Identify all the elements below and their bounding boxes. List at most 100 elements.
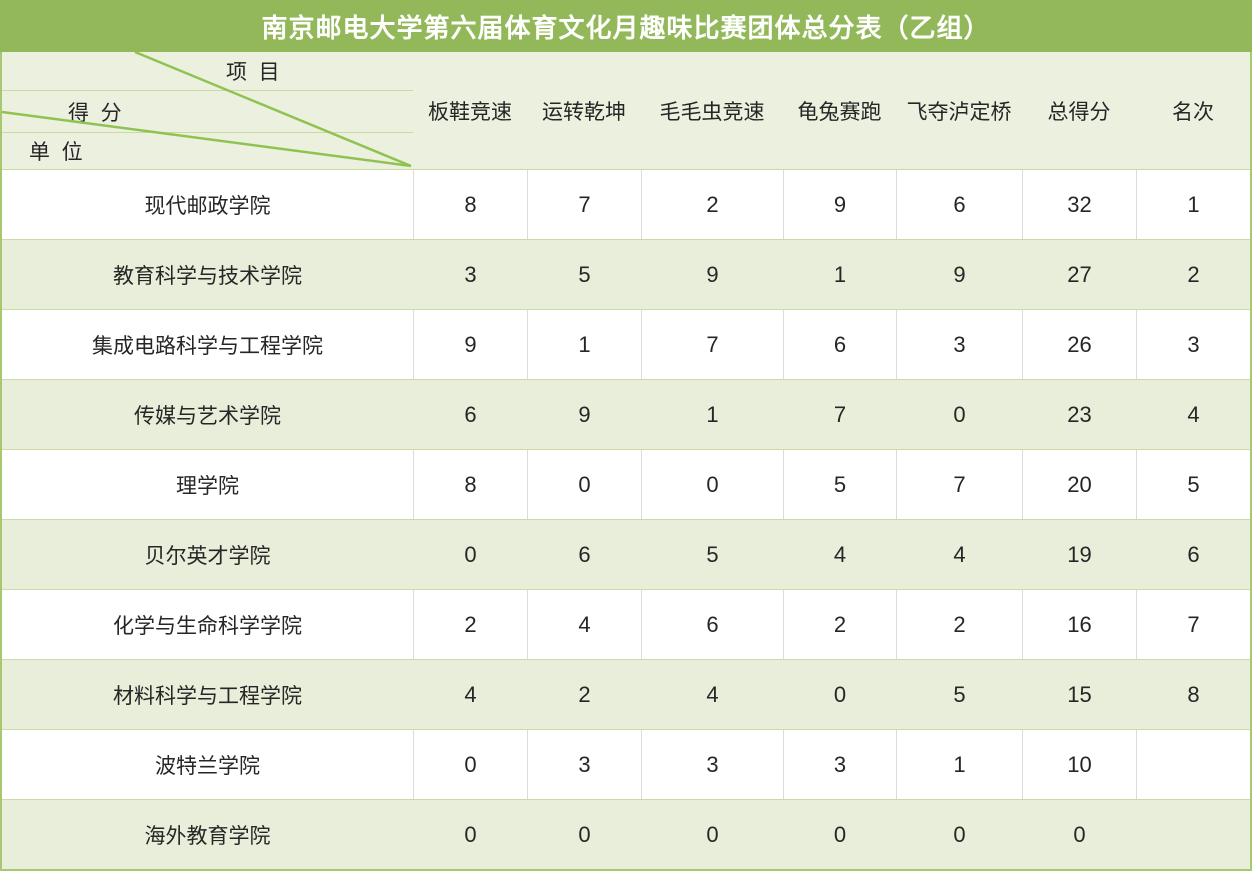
score-cell: 0 xyxy=(527,450,641,519)
column-header: 总得分 xyxy=(1047,100,1111,124)
rank-cell: 1 xyxy=(1136,170,1250,239)
total-cell: 15 xyxy=(1067,681,1092,707)
score-cell: 9 xyxy=(706,261,719,287)
table-row: 集成电路科学与工程学院 9 1 7 6 3 26 3 xyxy=(2,310,1250,380)
score-table: 项 目 得 分 单 位 板鞋竞速 运转乾坤 毛毛虫竞速 龟兔赛跑 飞夺泸定桥 总得分 名次 … xyxy=(0,52,1252,871)
score-cell: 6 xyxy=(578,541,591,567)
rank-cell xyxy=(1136,730,1250,799)
column-headers: 板鞋竞速 运转乾坤 毛毛虫竞速 龟兔赛跑 飞夺泸定桥 总得分 名次 xyxy=(413,52,1250,169)
score-cell: 5 xyxy=(953,681,966,707)
score-cell: 7 xyxy=(896,450,1022,519)
corner-label-unit-text: 单 位 xyxy=(29,141,83,164)
score-cell: 9 xyxy=(783,170,896,239)
score-cell: 0 xyxy=(413,730,527,799)
score-cell: 4 xyxy=(953,541,966,567)
table-row: 理学院 8 0 0 5 7 20 5 xyxy=(2,450,1250,520)
score-cell: 3 xyxy=(527,730,641,799)
score-cell: 1 xyxy=(896,730,1022,799)
header-corner-cell: 项 目 得 分 单 位 xyxy=(2,52,413,169)
score-cell: 0 xyxy=(833,681,847,707)
rank-cell: 2 xyxy=(1187,261,1200,287)
column-header: 运转乾坤 xyxy=(542,100,626,124)
corner-label-score: 得 分 xyxy=(2,91,413,133)
score-cell: 7 xyxy=(527,170,641,239)
score-cell: 0 xyxy=(833,821,847,847)
unit-cell: 波特兰学院 xyxy=(155,754,260,778)
score-cell: 4 xyxy=(464,681,477,707)
unit-cell: 现代邮政学院 xyxy=(144,194,271,218)
corner-label-projects-text: 项 目 xyxy=(226,61,280,84)
table-header-row: 项 目 得 分 单 位 板鞋竞速 运转乾坤 毛毛虫竞速 龟兔赛跑 飞夺泸定桥 总得分 名次 xyxy=(2,52,1250,170)
table-row: 传媒与艺术学院 6 9 1 7 0 23 4 xyxy=(2,380,1250,450)
table-row: 教育科学与技术学院 3 5 9 1 9 27 2 xyxy=(2,240,1250,310)
score-cell: 5 xyxy=(783,450,896,519)
corner-label-score-text: 得 分 xyxy=(68,101,122,125)
score-cell: 2 xyxy=(896,590,1022,659)
score-cell: 2 xyxy=(783,590,896,659)
score-cell: 1 xyxy=(833,261,847,287)
table-row: 海外教育学院 0 0 0 0 0 0 xyxy=(2,800,1250,869)
score-cell: 8 xyxy=(413,450,527,519)
rank-cell: 8 xyxy=(1187,681,1200,707)
score-cell: 7 xyxy=(641,310,783,379)
rank-cell xyxy=(1136,800,1250,869)
score-cell: 4 xyxy=(706,681,719,707)
total-cell: 32 xyxy=(1022,170,1136,239)
score-cell: 0 xyxy=(706,821,719,847)
table-row: 材料科学与工程学院 4 2 4 0 5 15 8 xyxy=(2,660,1250,730)
unit-cell: 化学与生命科学学院 xyxy=(113,614,302,638)
corner-label-unit: 单 位 xyxy=(2,133,413,169)
score-cell: 9 xyxy=(413,310,527,379)
score-cell: 4 xyxy=(833,541,847,567)
unit-cell: 贝尔英才学院 xyxy=(144,544,271,568)
total-cell: 27 xyxy=(1067,261,1092,287)
score-cell: 9 xyxy=(578,401,591,427)
unit-cell: 传媒与艺术学院 xyxy=(134,404,281,428)
score-cell: 0 xyxy=(641,450,783,519)
column-header: 板鞋竞速 xyxy=(428,100,512,124)
page-title: 南京邮电大学第六届体育文化月趣味比赛团体总分表（乙组） xyxy=(0,0,1252,52)
score-cell: 6 xyxy=(641,590,783,659)
total-cell: 23 xyxy=(1067,401,1092,427)
score-cell: 5 xyxy=(706,541,719,567)
table-row: 贝尔英才学院 0 6 5 4 4 19 6 xyxy=(2,520,1250,590)
score-cell: 1 xyxy=(527,310,641,379)
score-cell: 2 xyxy=(641,170,783,239)
score-cell: 0 xyxy=(464,541,477,567)
rank-cell: 5 xyxy=(1136,450,1250,519)
rank-cell: 4 xyxy=(1187,401,1200,427)
score-cell: 7 xyxy=(833,401,847,427)
unit-cell: 理学院 xyxy=(176,474,239,498)
table-row: 现代邮政学院 8 7 2 9 6 32 1 xyxy=(2,170,1250,240)
column-header: 龟兔赛跑 xyxy=(797,100,882,124)
rank-cell: 7 xyxy=(1136,590,1250,659)
score-cell: 9 xyxy=(953,261,966,287)
column-header: 名次 xyxy=(1172,100,1214,124)
score-cell: 2 xyxy=(578,681,591,707)
total-cell: 10 xyxy=(1022,730,1136,799)
score-cell: 3 xyxy=(641,730,783,799)
total-cell: 0 xyxy=(1073,821,1086,847)
unit-cell: 材料科学与工程学院 xyxy=(113,684,302,708)
rank-cell: 6 xyxy=(1187,541,1200,567)
column-header: 毛毛虫竞速 xyxy=(659,100,765,124)
score-cell: 6 xyxy=(464,401,477,427)
rank-cell: 3 xyxy=(1136,310,1250,379)
score-cell: 3 xyxy=(896,310,1022,379)
score-cell: 0 xyxy=(578,821,591,847)
score-cell: 0 xyxy=(464,821,477,847)
score-cell: 1 xyxy=(706,401,719,427)
score-cell: 5 xyxy=(578,261,591,287)
corner-label-projects: 项 目 xyxy=(2,52,413,91)
total-cell: 20 xyxy=(1022,450,1136,519)
unit-cell: 海外教育学院 xyxy=(144,824,271,848)
table-row: 波特兰学院 0 3 3 3 1 10 xyxy=(2,730,1250,800)
column-header: 飞夺泸定桥 xyxy=(906,100,1012,124)
total-cell: 26 xyxy=(1022,310,1136,379)
score-cell: 3 xyxy=(783,730,896,799)
score-cell: 6 xyxy=(783,310,896,379)
unit-cell: 教育科学与技术学院 xyxy=(113,264,302,288)
total-cell: 16 xyxy=(1022,590,1136,659)
table-row: 化学与生命科学学院 2 4 6 2 2 16 7 xyxy=(2,590,1250,660)
